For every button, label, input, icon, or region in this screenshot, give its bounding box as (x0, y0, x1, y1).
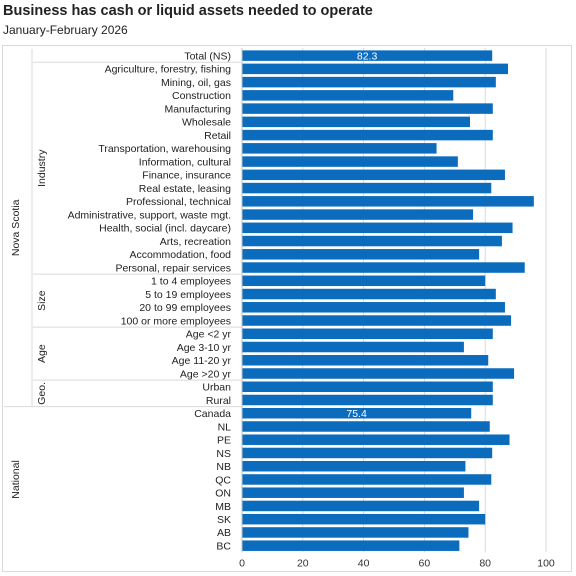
bar-age-20-yr (242, 368, 515, 379)
category-label: Information, cultural (139, 156, 231, 168)
category-label: ON (215, 488, 231, 500)
category-label: Mining, oil, gas (161, 77, 231, 89)
category-label: Manufacturing (164, 103, 231, 115)
bar-transportation-warehousing (242, 143, 437, 154)
category-label: Construction (172, 90, 231, 102)
bar-real-estate-leasing (242, 182, 492, 194)
category-label: 5 to 19 employees (145, 289, 231, 301)
bar-pe (242, 434, 510, 445)
category-label: NS (216, 448, 231, 460)
bar-ns (242, 447, 493, 459)
bar-bc (242, 540, 460, 551)
category-label: Finance, insurance (142, 170, 231, 182)
bar-accommodation-food (242, 249, 480, 260)
category-label: Age 3-10 yr (177, 342, 232, 354)
bar-on (242, 487, 464, 498)
category-label: 100 or more employees (121, 315, 231, 327)
category-label: SK (217, 514, 231, 526)
category-label: NL (218, 421, 232, 433)
category-label: Personal, repair services (115, 262, 231, 274)
bar-total-ns (242, 50, 493, 61)
data-label: 75.4 (346, 408, 367, 420)
bar-professional-technical (242, 196, 534, 207)
category-label: MB (215, 501, 231, 513)
category-label: Canada (194, 408, 231, 420)
category-label: PE (217, 435, 231, 447)
bar-construction (242, 90, 454, 101)
category-label: 20 to 99 employees (139, 302, 231, 314)
chart-frame (2, 45, 572, 572)
bar-arts-recreation (242, 235, 502, 247)
bar-age-11-20-yr (242, 355, 489, 366)
bar-1-to-4-employees (242, 275, 486, 287)
category-label: Agriculture, forestry, fishing (105, 64, 232, 76)
category-label: Retail (204, 130, 231, 142)
group-label-age: Age (36, 344, 48, 363)
category-label: Total (NS) (184, 50, 231, 62)
x-tick-label: 0 (239, 557, 245, 569)
bar-health-social-incl-daycare (242, 222, 513, 234)
bar-mb (242, 500, 480, 512)
category-label: QC (215, 474, 231, 486)
category-label: Administrative, support, waste mgt. (68, 209, 231, 221)
bar-canada (242, 407, 472, 419)
category-label: Rural (206, 395, 231, 407)
x-tick-label: 40 (358, 557, 370, 569)
bar-personal-repair-services (242, 262, 525, 273)
chart-subtitle: January-February 2026 (3, 23, 128, 37)
bar-wholesale (242, 116, 470, 128)
category-label: Accommodation, food (129, 249, 231, 261)
bar-urban (242, 381, 493, 392)
category-label: Transportation, warehousing (98, 143, 231, 155)
bar-qc (242, 474, 492, 485)
group-label-national: National (10, 460, 22, 499)
category-label: 1 to 4 employees (151, 276, 231, 288)
x-tick-label: 80 (479, 557, 491, 569)
bar-manufacturing (242, 103, 493, 114)
bar-nb (242, 460, 466, 472)
group-label-industry: Industry (36, 149, 48, 187)
bar-100-or-more-employees (242, 315, 512, 326)
bar-sk (242, 513, 486, 525)
category-label: Wholesale (182, 117, 231, 129)
bar-age-2-yr (242, 328, 493, 340)
category-label: Age <2 yr (186, 329, 232, 341)
category-label: Age >20 yr (180, 368, 232, 380)
category-label: Age 11-20 yr (172, 355, 232, 367)
category-label: AB (217, 527, 231, 539)
bar-information-cultural (242, 156, 458, 167)
bar-nl (242, 421, 490, 432)
group-label-size: Size (36, 290, 48, 311)
bar-mining-oil-gas (242, 76, 496, 88)
bar-agriculture-forestry-fishing (242, 63, 508, 75)
x-tick-label: 20 (297, 557, 309, 569)
category-label: NB (216, 461, 231, 473)
chart-title: Business has cash or liquid assets neede… (3, 3, 373, 19)
bar-20-to-99-employees (242, 302, 505, 313)
bar-rural (242, 394, 493, 406)
category-label: Urban (202, 382, 231, 394)
category-label: BC (216, 540, 231, 552)
group-label-geo: Geo. (36, 382, 48, 405)
x-tick-label: 60 (419, 557, 431, 569)
bar-administrative-support-waste-mgt (242, 209, 474, 220)
category-label: Professional, technical (126, 196, 231, 208)
bar-age-3-10-yr (242, 341, 464, 353)
category-label: Real estate, leasing (139, 183, 231, 195)
group-label-nova-scotia: Nova Scotia (10, 199, 22, 256)
bar-ab (242, 527, 469, 538)
data-label: 82.3 (357, 50, 378, 62)
bar-retail (242, 129, 493, 141)
x-tick-label: 100 (537, 557, 555, 569)
category-label: Health, social (incl. daycare) (99, 223, 231, 235)
bar-finance-insurance (242, 169, 505, 181)
bar-5-to-19-employees (242, 288, 496, 300)
category-label: Arts, recreation (160, 236, 231, 248)
